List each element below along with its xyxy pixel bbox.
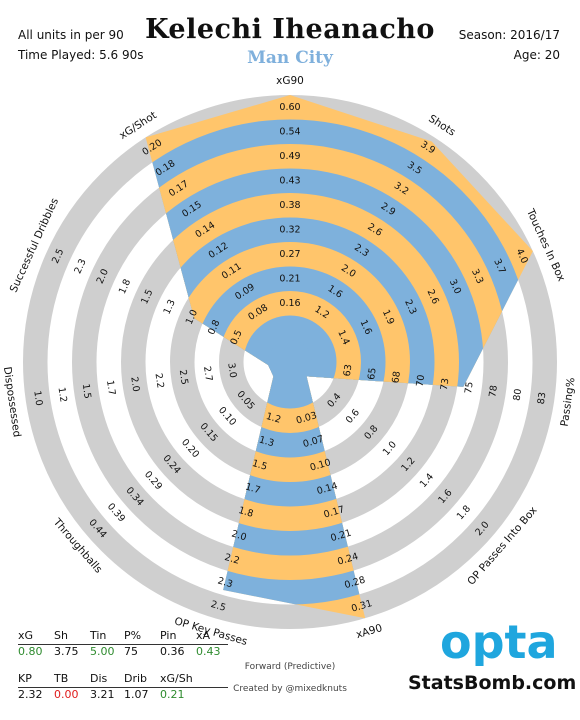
age: Age: 20: [513, 48, 560, 62]
tick-label: 2.5: [209, 599, 227, 614]
stat-value: 3.21: [90, 688, 115, 701]
tick-label: 0.6: [344, 407, 362, 426]
tick-label: 68: [390, 371, 403, 385]
stat-header: Tin: [90, 629, 107, 642]
stat-header: xG: [18, 629, 34, 642]
tick-label: 1.2: [265, 411, 283, 426]
axis-label: xG90: [276, 75, 304, 87]
tick-label: 0.38: [279, 200, 300, 211]
tick-label: 1.0: [381, 439, 399, 458]
stat-header: xG/Sh: [160, 672, 193, 685]
tick-label: 65: [366, 367, 379, 381]
tick-label: 0.32: [279, 224, 300, 235]
tick-label: 1.8: [117, 278, 133, 296]
divider: [18, 644, 228, 645]
tick-label: 0.39: [105, 501, 127, 524]
opta-logo: opta: [440, 618, 558, 666]
tick-label: 3.0: [225, 362, 238, 379]
tick-label: 1.8: [237, 505, 255, 520]
stat-value: 0.80: [18, 645, 43, 658]
time-played: Time Played: 5.6 90s: [18, 48, 144, 62]
tick-label: 1.3: [162, 298, 178, 316]
stat-header: Pin: [160, 629, 177, 642]
tick-label: 2.0: [128, 376, 141, 393]
tick-label: 0.29: [142, 469, 164, 492]
tick-label: 0.43: [279, 175, 300, 186]
stat-value: 2.32: [18, 688, 43, 701]
tick-label: 1.5: [251, 458, 269, 473]
tick-label: 0.54: [279, 126, 300, 137]
tick-label: 1.7: [244, 481, 262, 496]
stat-header: P%: [124, 629, 142, 642]
tick-label: 0.60: [279, 102, 300, 113]
tick-label: 83: [536, 392, 549, 406]
tick-label: 70: [415, 374, 428, 388]
tick-label: 75: [463, 381, 476, 395]
tick-label: 1.0: [31, 390, 44, 407]
stat-header: Drib: [124, 672, 148, 685]
stat-header: Dis: [90, 672, 108, 685]
tick-label: 1.7: [104, 380, 117, 397]
data-band: [268, 340, 312, 384]
tick-label: 1.4: [418, 471, 436, 490]
stat-value: 0.00: [54, 688, 79, 701]
tick-label: 0.10: [216, 405, 238, 428]
units-note: All units in per 90: [18, 28, 124, 42]
stat-header: xA: [196, 629, 211, 642]
tick-label: 0.20: [179, 437, 201, 460]
tick-label: 0.27: [279, 249, 300, 260]
divider: [18, 687, 228, 688]
player-name: Kelechi Iheanacho: [145, 14, 435, 45]
axis-label: Dispossessed: [1, 366, 23, 438]
stat-value: 1.07: [124, 688, 149, 701]
axis-label: xA90: [355, 622, 384, 641]
tick-label: 0.49: [279, 151, 300, 162]
team-name: Man City: [247, 48, 333, 68]
tick-label: 73: [439, 378, 452, 392]
stat-header: TB: [54, 672, 69, 685]
tick-label: 1.8: [455, 503, 473, 522]
tick-label: 2.7: [201, 366, 214, 383]
tick-label: 1.5: [80, 383, 93, 400]
stat-value: 3.75: [54, 645, 79, 658]
credit-label: Created by @mixedknuts: [233, 684, 347, 694]
brand-label: StatsBomb.com: [408, 672, 577, 694]
axis-label: Passing%: [559, 377, 578, 428]
stat-value: 0.43: [196, 645, 221, 658]
tick-label: 2.2: [223, 552, 241, 567]
tick-label: 0.21: [279, 273, 300, 284]
stat-value: 0.21: [160, 688, 185, 701]
stat-header: KP: [18, 672, 32, 685]
tick-label: 1.2: [56, 387, 69, 404]
stat-value: 75: [124, 645, 138, 658]
stat-header: Sh: [54, 629, 68, 642]
axis-label: Shots: [426, 113, 457, 139]
season: Season: 2016/17: [458, 28, 560, 42]
tick-label: 2.5: [177, 369, 190, 386]
tick-label: 2.0: [230, 528, 248, 543]
tick-label: 78: [487, 385, 500, 399]
stat-value: 0.36: [160, 645, 185, 658]
position-label: Forward (Predictive): [244, 662, 336, 672]
tick-label: 63: [342, 364, 355, 378]
tick-label: 1.3: [258, 434, 276, 449]
opta-logo-text: opta: [440, 618, 558, 666]
tick-label: 80: [512, 388, 525, 402]
tick-label: 0.16: [279, 298, 300, 309]
tick-label: 2.3: [72, 257, 88, 275]
tick-label: 2.3: [216, 575, 234, 590]
stat-value: 5.00: [90, 645, 115, 658]
tick-label: 2.2: [153, 373, 166, 390]
